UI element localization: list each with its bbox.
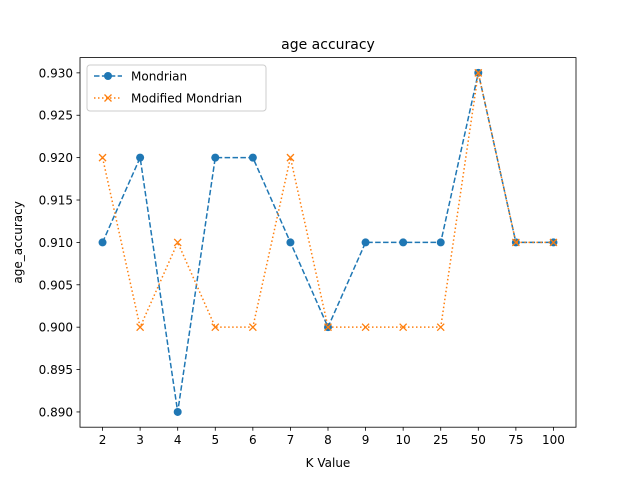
x-tick-label: 100 (542, 433, 565, 447)
legend-frame (86, 64, 267, 112)
x-tick-label: 25 (433, 433, 448, 447)
data-point (136, 323, 145, 332)
x-tick-label: 9 (362, 433, 370, 447)
data-point (361, 238, 370, 247)
legend-label: Modified Mondrian (131, 92, 242, 106)
legend-label: Mondrian (131, 70, 187, 84)
x-tick-label: 3 (136, 433, 144, 447)
legend: Mondrian Modified Mondrian (86, 64, 267, 112)
x-tick-label: 5 (211, 433, 219, 447)
x-tick-label: 4 (174, 433, 182, 447)
data-point (436, 238, 445, 247)
x-axis: 2 3 4 5 6 7 8 9 10 25 50 75 100 (99, 427, 565, 447)
data-point (549, 238, 558, 247)
series-1 (98, 68, 558, 332)
y-axis: 0.890 0.895 0.900 0.905 0.910 0.915 0.920 0.925… (39, 66, 80, 419)
legend-marker (104, 72, 112, 80)
data-point (361, 323, 370, 332)
y-tick-label: 0.910 (39, 236, 73, 250)
y-tick-label: 0.920 (39, 151, 73, 165)
x-tick-label: 75 (508, 433, 523, 447)
data-point (173, 238, 182, 247)
y-tick-label: 0.900 (39, 321, 73, 335)
legend-item: Modified Mondrian (94, 92, 242, 106)
series-layer (98, 68, 558, 416)
y-tick-label: 0.915 (39, 194, 73, 208)
data-point (211, 323, 220, 332)
data-point (98, 238, 107, 247)
data-point (248, 153, 257, 162)
data-point (399, 238, 408, 247)
x-tick-label: 6 (249, 433, 257, 447)
legend-items: Mondrian Modified Mondrian (94, 70, 242, 106)
data-point (211, 153, 220, 162)
x-tick-label: 2 (99, 433, 107, 447)
data-point (324, 323, 332, 332)
data-point (286, 153, 295, 162)
data-point (248, 323, 257, 332)
y-tick-label: 0.890 (39, 405, 73, 419)
data-point (136, 153, 145, 162)
x-axis-label: K Value (306, 456, 351, 470)
x-tick-label: 10 (396, 433, 411, 447)
data-point (511, 238, 520, 247)
data-point (286, 238, 295, 247)
legend-item: Mondrian (94, 70, 187, 84)
y-tick-label: 0.930 (39, 66, 73, 80)
x-tick-label: 50 (471, 433, 486, 447)
x-tick-label: 7 (287, 433, 295, 447)
y-axis-label: age_accuracy (11, 201, 25, 284)
legend-marker (104, 94, 112, 102)
data-point (173, 407, 182, 416)
y-tick-label: 0.905 (39, 278, 73, 292)
x-tick-label: 8 (324, 433, 332, 447)
plot-area (80, 57, 576, 428)
chart-title: age accuracy (281, 37, 375, 53)
y-tick-label: 0.895 (39, 363, 73, 377)
data-point (98, 153, 107, 162)
data-point (399, 323, 408, 332)
y-tick-label: 0.925 (39, 109, 73, 123)
data-point (436, 323, 445, 332)
data-point (474, 68, 483, 77)
